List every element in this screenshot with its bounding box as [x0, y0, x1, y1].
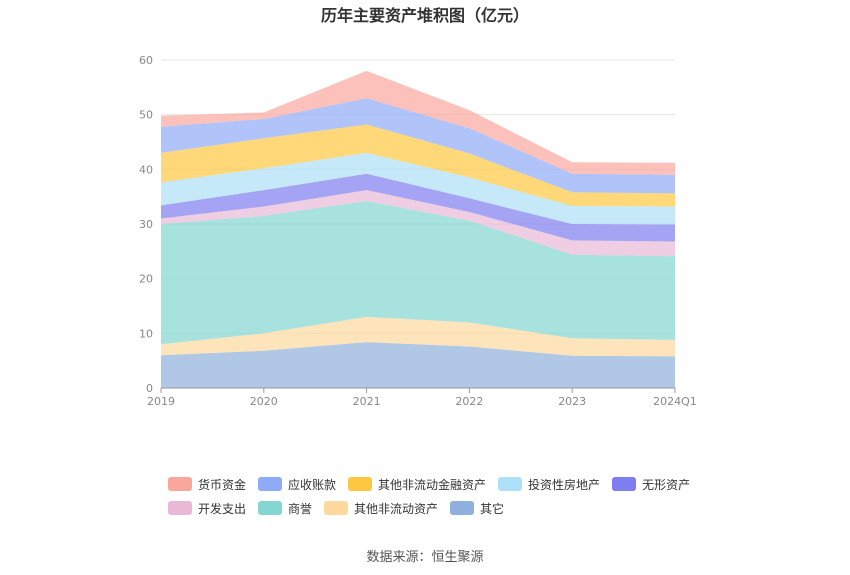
legend-swatch — [450, 501, 475, 515]
x-tick-label: 2020 — [250, 395, 278, 408]
data-source: 数据来源：恒生聚源 — [366, 550, 484, 565]
area-无形资产 — [161, 173, 675, 242]
legend-swatch — [612, 477, 637, 491]
legend-label: 其它 — [480, 501, 505, 516]
legend-swatch — [348, 477, 373, 491]
legend-item-receivables[interactable]: 应收账款 — [258, 476, 336, 493]
area-投资性房地产 — [161, 152, 675, 225]
area-应收账款 — [161, 98, 675, 194]
legend-swatch — [324, 501, 349, 515]
area-其它 — [161, 342, 675, 388]
legend-label: 投资性房地产 — [528, 477, 601, 492]
legend-item-cash[interactable]: 货币资金 — [168, 476, 246, 493]
legend-label: 其他非流动金融资产 — [378, 477, 487, 492]
x-tick-label: 2023 — [558, 395, 586, 408]
legend-label: 商誉 — [288, 501, 313, 516]
legend-label: 其他非流动资产 — [354, 501, 439, 516]
legend-swatch — [168, 501, 192, 515]
y-tick-label: 20 — [139, 273, 153, 286]
area-货币资金 — [161, 70, 675, 175]
chart-title: 历年主要资产堆积图（亿元） — [320, 6, 529, 25]
y-tick-label: 0 — [146, 382, 153, 395]
area-其他非流动金融资产 — [161, 124, 675, 207]
y-tick-label: 10 — [139, 327, 153, 340]
y-tick-label: 30 — [139, 218, 153, 231]
x-tick-label: 2022 — [455, 395, 483, 408]
legend-item-other[interactable]: 其它 — [450, 500, 504, 517]
legend-item-other-noncurrent[interactable]: 其他非流动资产 — [324, 500, 438, 517]
x-tick-label: 2024Q1 — [653, 395, 697, 408]
legend-swatch — [498, 477, 523, 491]
legend-item-investment-property[interactable]: 投资性房地产 — [498, 476, 600, 493]
legend-swatch — [168, 477, 192, 491]
legend-item-other-noncurrent-financial[interactable]: 其他非流动金融资产 — [348, 476, 486, 493]
chart-legend: 货币资金 应收账款 其他非流动金融资产 投资性房地产 无形资产 开发支出 商誉 — [168, 472, 728, 520]
legend-item-goodwill[interactable]: 商誉 — [258, 500, 312, 517]
legend-label: 无形资产 — [642, 477, 691, 492]
y-tick-label: 40 — [139, 163, 153, 176]
legend-item-intangible[interactable]: 无形资产 — [612, 476, 690, 493]
x-tick-label: 2021 — [353, 395, 381, 408]
legend-item-development[interactable]: 开发支出 — [168, 500, 246, 517]
legend-swatch — [258, 477, 283, 491]
legend-row-1: 货币资金 应收账款 其他非流动金融资产 投资性房地产 无形资产 — [168, 472, 728, 496]
y-tick-label: 50 — [139, 109, 153, 122]
legend-label: 货币资金 — [198, 477, 247, 492]
legend-label: 开发支出 — [198, 501, 247, 516]
area-商誉 — [161, 201, 675, 345]
area-其他非流动资产 — [161, 316, 675, 357]
y-tick-label: 60 — [139, 54, 153, 67]
legend-swatch — [258, 501, 283, 515]
x-tick-label: 2019 — [147, 395, 175, 408]
legend-label: 应收账款 — [288, 477, 337, 492]
legend-row-2: 开发支出 商誉 其他非流动资产 其它 — [168, 496, 728, 520]
area-开发支出 — [161, 190, 675, 257]
